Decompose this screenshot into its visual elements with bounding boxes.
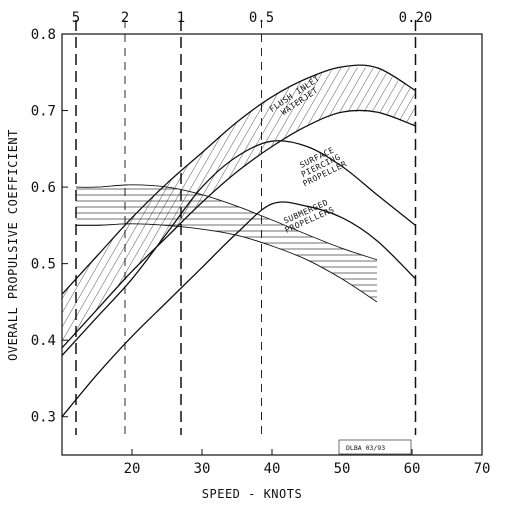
flush-inlet-waterjet-upper-curve bbox=[62, 64, 416, 295]
annotation-surface-piercing: SURFACE PIERCING PROPELLER bbox=[298, 145, 348, 188]
x-tick-label: 30 bbox=[194, 461, 211, 477]
reference-lines bbox=[75, 20, 417, 435]
x-tick-label: 60 bbox=[404, 461, 421, 477]
y-axis-title: OVERALL PROPULSIVE COEFFICIENT bbox=[6, 129, 20, 361]
flush-inlet-waterjet-band bbox=[62, 66, 416, 348]
submerged-propellers-band bbox=[76, 184, 377, 302]
submerged-propellers-upper-curve bbox=[75, 184, 378, 261]
flush-inlet-waterjet-lower-curve bbox=[62, 109, 416, 349]
top-tick-label: 2 bbox=[121, 10, 129, 26]
stamp-box bbox=[338, 439, 412, 455]
y-tick-label: 0.6 bbox=[31, 180, 56, 196]
y-tick-label: 0.4 bbox=[31, 333, 56, 349]
x-tick-label: 70 bbox=[474, 461, 491, 477]
surface-piercing-propeller-upper-curve bbox=[62, 140, 416, 356]
top-tick-label: 1 bbox=[177, 10, 185, 26]
y-tick-label: 0.5 bbox=[31, 257, 56, 273]
x-tick-label: 20 bbox=[124, 461, 141, 477]
submerged-propellers-lower-curve bbox=[75, 223, 378, 303]
y-tick-label: 0.7 bbox=[31, 104, 56, 120]
y-axis-ticks: 0.3 0.4 0.5 0.6 0.7 0.8 bbox=[31, 27, 68, 426]
top-axis-ticks: 5 2 1 0.5 0.20 bbox=[72, 10, 433, 26]
band-layer bbox=[62, 66, 416, 348]
stamp-text: DLBA 03/93 bbox=[346, 444, 385, 452]
x-tick-label: 50 bbox=[334, 461, 351, 477]
top-tick-label: 0.5 bbox=[249, 10, 274, 26]
top-tick-label: 5 bbox=[72, 10, 80, 26]
surface-piercing-propeller-lower-curve bbox=[62, 201, 416, 418]
x-tick-label: 40 bbox=[264, 461, 281, 477]
curve-layer bbox=[62, 64, 416, 418]
x-axis-title: SPEED - KNOTS bbox=[202, 487, 302, 501]
y-tick-label: 0.3 bbox=[31, 410, 56, 426]
x-axis-ticks: 20 30 40 50 60 70 bbox=[124, 449, 491, 477]
top-tick-label: 0.20 bbox=[399, 10, 433, 26]
y-tick-label: 0.8 bbox=[31, 27, 56, 43]
